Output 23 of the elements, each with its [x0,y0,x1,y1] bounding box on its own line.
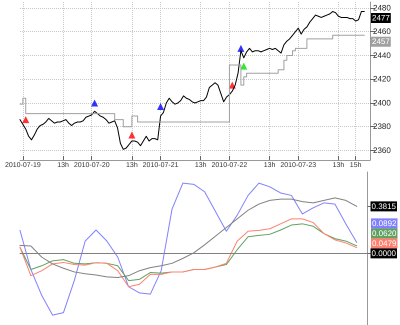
point [91,99,98,106]
point [240,62,248,70]
line-series [20,182,358,316]
y-tick-label: 2460 [373,27,392,36]
line-series [20,11,365,150]
y-tick-label: 2420 [373,74,392,84]
text: 0.0892 [372,218,398,228]
line-series [20,218,358,288]
y-tick-label: 2480 [373,3,392,12]
text: 2457 [372,37,390,46]
point [22,116,30,124]
y-tick-label: 2380 [373,122,392,132]
text: 0.0479 [372,238,398,248]
text: 0.0620 [372,228,398,238]
point [128,132,136,139]
y-tick-label: 2400 [373,98,392,108]
text: 2477 [372,13,390,22]
point [157,103,164,110]
point [237,44,244,52]
y-tick-label: 2360 [373,146,392,155]
y-tick-label: 2440 [373,50,392,60]
y-tick-label: 0.0000 [372,248,397,258]
y-tick-label: 0.3815 [372,202,397,211]
